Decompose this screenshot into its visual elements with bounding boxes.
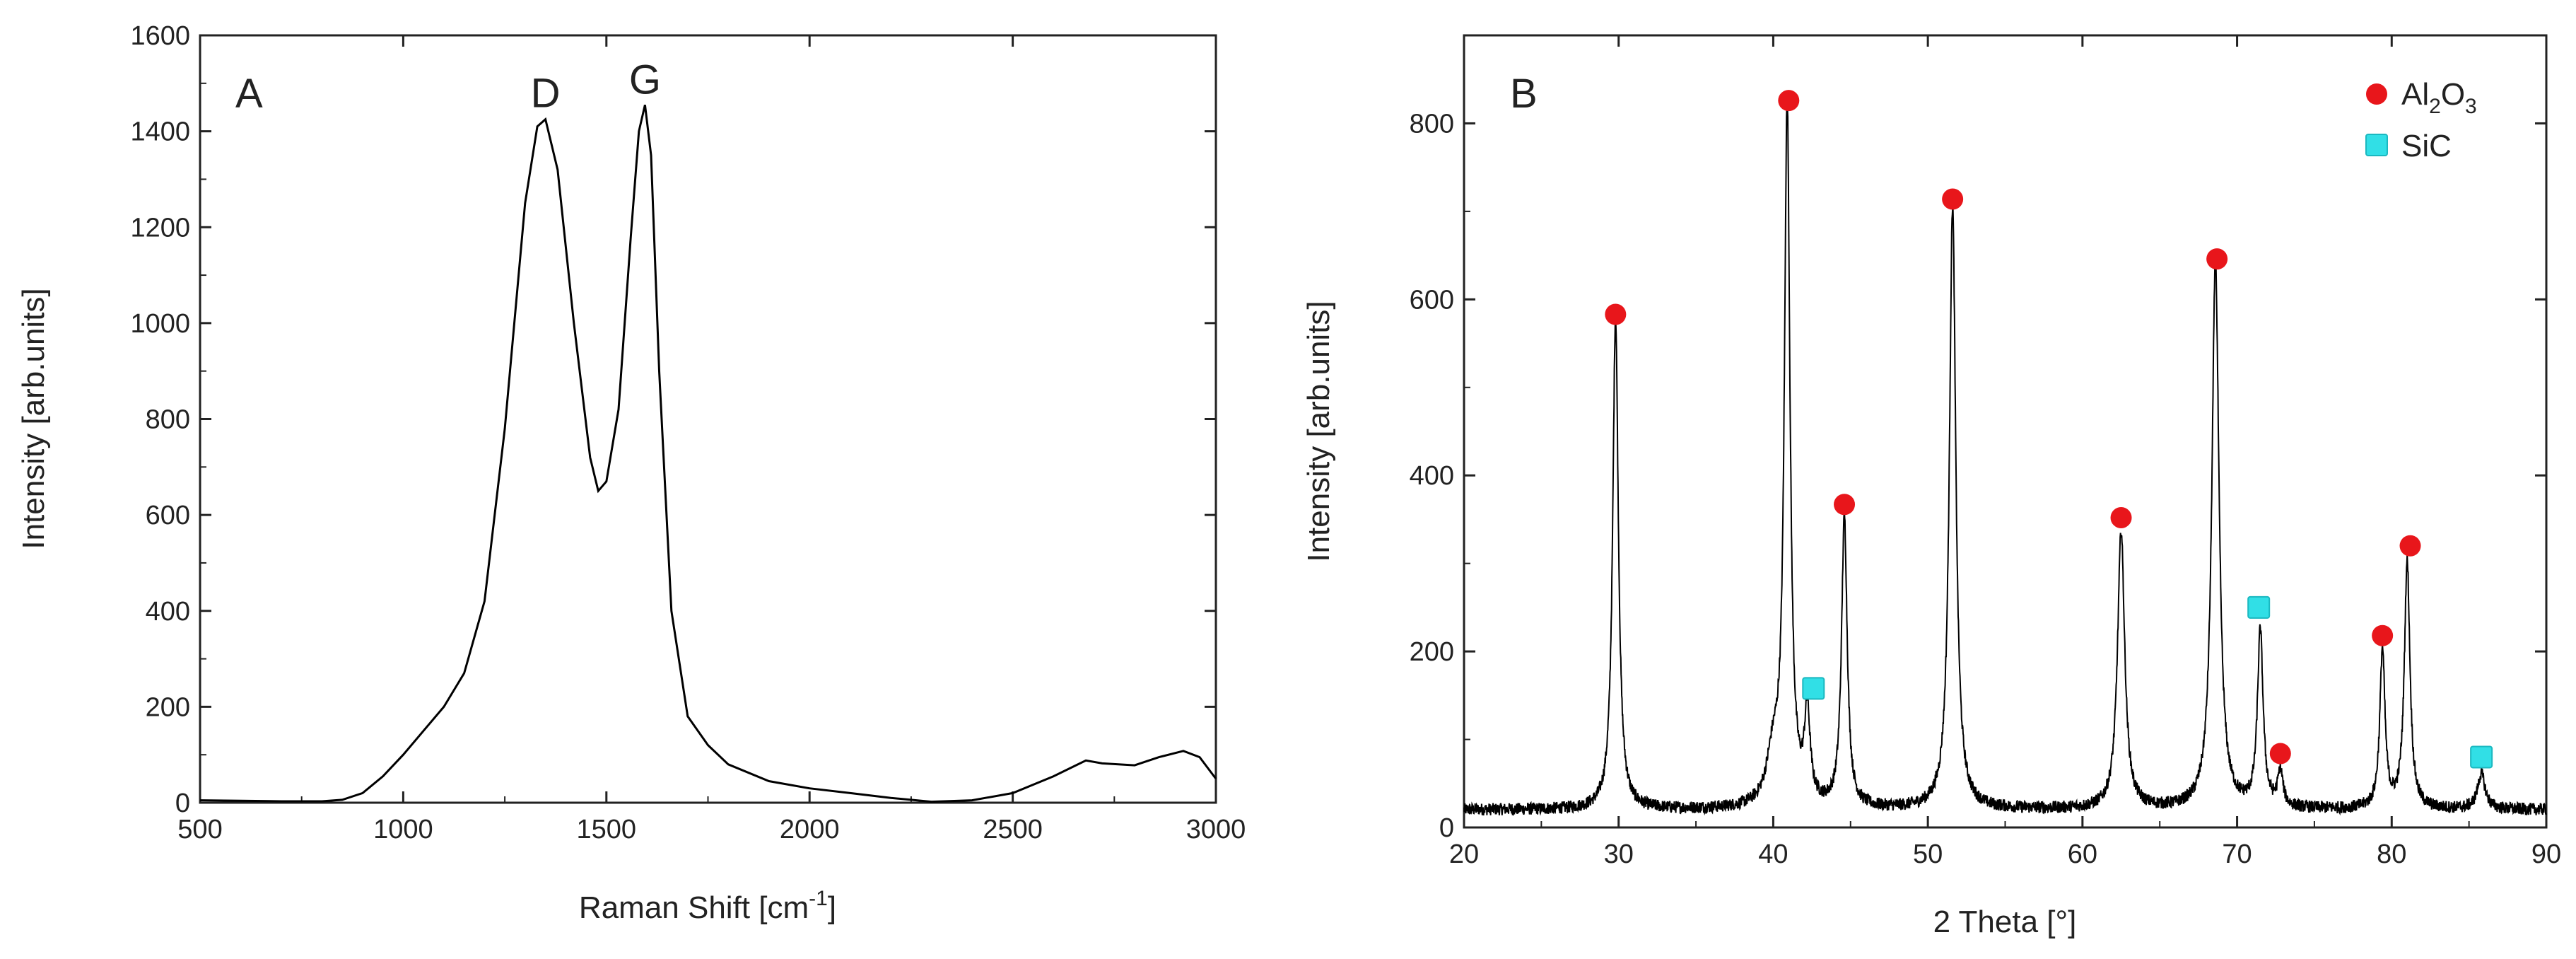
peak-label-d: D xyxy=(531,70,561,116)
panel-b-y-tick-label: 0 xyxy=(1439,813,1454,843)
panel-a-x-tick-label: 2500 xyxy=(983,815,1043,844)
al2o3-marker xyxy=(2399,535,2421,557)
panel-a-y-tick-label: 0 xyxy=(175,789,190,818)
panel-a-y-tick-label: 400 xyxy=(146,597,190,627)
panel-a-ticks: 500 1000 1500 2000 2500 3000 0 200 400 600 800 1000… xyxy=(130,21,1246,844)
panel-a-raman-line xyxy=(199,104,1217,803)
panel-b-x-axis-title: 2 Theta [°] xyxy=(1933,905,2077,939)
al2o3-marker xyxy=(1942,188,1964,210)
sic-marker xyxy=(1802,677,1825,700)
panel-a-plot-frame xyxy=(199,34,1217,804)
panel-b-xrd-line xyxy=(1463,94,2547,816)
panel-b-x-tick-label: 80 xyxy=(2377,839,2406,869)
panel-b-x-tick-label: 30 xyxy=(1604,839,1634,869)
panel-b-y-tick-label: 400 xyxy=(1410,461,1454,491)
panel-b-x-tick-label: 90 xyxy=(2531,839,2561,869)
al2o3-marker xyxy=(1778,90,1800,112)
panel-a-x-tick-label: 500 xyxy=(177,815,222,844)
panel-b-legend: Al2O3 SiC xyxy=(2365,77,2477,163)
panel-b-x-tick-label: 70 xyxy=(2222,839,2252,869)
al2o3-marker xyxy=(2206,248,2228,270)
panel-a-y-tick-label: 200 xyxy=(146,692,190,722)
panel-a-raman-chart: 500 1000 1500 2000 2500 3000 0 200 400 600 800 1000… xyxy=(16,21,1246,925)
panel-a-x-axis-title: Raman Shift [cm-1] xyxy=(579,887,836,925)
al2o3-marker xyxy=(2372,624,2394,646)
panel-b-phase-markers xyxy=(1605,90,2493,769)
legend-sic-label: SiC xyxy=(2401,129,2452,163)
panel-b-y-axis-title: Intensity [arb.units] xyxy=(1301,301,1336,562)
panel-a-y-tick-label: 800 xyxy=(146,405,190,435)
al2o3-marker xyxy=(1605,303,1627,325)
panel-a-y-tick-label: 1000 xyxy=(130,309,190,339)
panel-a-y-tick-label: 1200 xyxy=(130,213,190,243)
sic-marker xyxy=(2470,745,2493,769)
panel-b-x-tick-label: 60 xyxy=(2068,839,2097,869)
panel-a-x-tick-label: 3000 xyxy=(1186,815,1246,844)
panel-b-ticks: 20 30 40 50 60 70 80 90 0 200 400 600 800 xyxy=(1410,35,2561,869)
panel-a-y-axis-title: Intensity [arb.units] xyxy=(16,288,51,549)
panel-b-x-tick-label: 40 xyxy=(1758,839,1788,869)
panel-b-x-tick-label: 50 xyxy=(1913,839,1943,869)
panel-a-y-tick-label: 1400 xyxy=(130,117,190,147)
panel-a-x-tick-label: 1000 xyxy=(373,815,433,844)
panel-b-y-tick-label: 600 xyxy=(1410,285,1454,315)
panel-a-x-tick-label: 1500 xyxy=(577,815,637,844)
panel-b-y-tick-label: 200 xyxy=(1410,637,1454,667)
panel-a-x-tick-label: 2000 xyxy=(780,815,840,844)
panel-b-letter: B xyxy=(1510,71,1538,117)
panel-b-y-tick-label: 800 xyxy=(1410,109,1454,139)
panel-a-y-tick-label: 1600 xyxy=(130,21,190,51)
legend-al2o3-marker xyxy=(2366,83,2387,105)
legend-al2o3-label: Al2O3 xyxy=(2401,77,2477,118)
sic-marker xyxy=(2247,595,2271,619)
al2o3-marker xyxy=(2110,506,2132,528)
peak-label-g: G xyxy=(629,57,661,103)
legend-sic-marker xyxy=(2365,134,2388,156)
al2o3-marker xyxy=(1834,494,1856,516)
panel-b-xrd-chart: 20 30 40 50 60 70 80 90 0 200 400 600 800 B Al2O3 Si… xyxy=(1301,34,2561,939)
panel-b-x-tick-label: 20 xyxy=(1449,839,1479,869)
panel-a-y-tick-label: 600 xyxy=(146,501,190,530)
al2o3-marker xyxy=(2269,743,2291,765)
panel-a-letter: A xyxy=(235,71,263,117)
